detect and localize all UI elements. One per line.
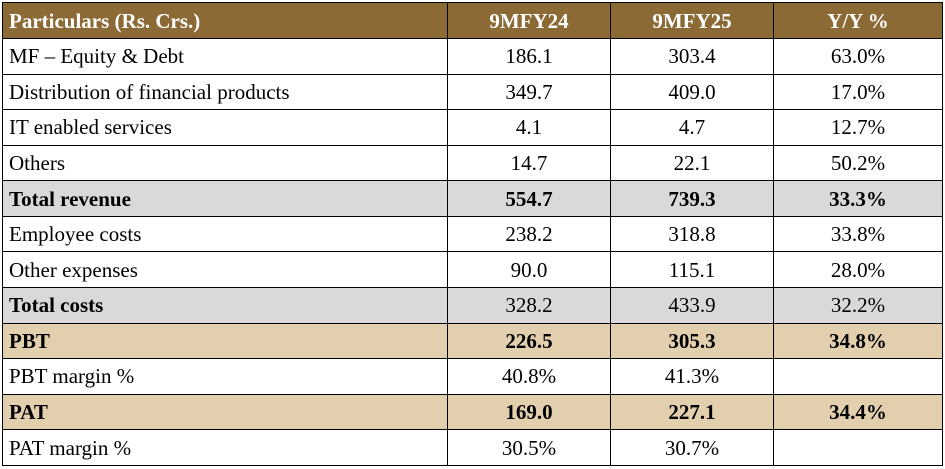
total-costs-row: Total costs 328.2 433.9 32.2% [2, 287, 943, 324]
row-label: Others [2, 144, 448, 182]
header-row: Particulars (Rs. Crs.) 9MFY24 9MFY25 Y/Y… [2, 2, 943, 39]
value-yoy: 28.0% [773, 251, 943, 289]
value-9mfy25: 227.1 [610, 393, 774, 431]
table-row: IT enabled services 4.1 4.7 12.7% [2, 109, 943, 146]
value-yoy: 17.0% [773, 73, 943, 111]
value-9mfy25: 41.3% [610, 358, 774, 395]
value-9mfy25: 22.1 [610, 144, 774, 182]
value-9mfy25: 30.7% [610, 429, 774, 466]
value-yoy: 33.3% [773, 180, 943, 217]
value-yoy: 34.8% [773, 322, 943, 360]
value-9mfy24: 328.2 [447, 287, 611, 324]
value-9mfy25: 115.1 [610, 251, 774, 289]
row-label: Total costs [2, 287, 448, 324]
table-row: Other expenses 90.0 115.1 28.0% [2, 251, 943, 289]
value-yoy: 63.0% [773, 38, 943, 75]
header-particulars: Particulars (Rs. Crs.) [2, 2, 448, 39]
row-label: PAT [2, 393, 448, 431]
row-label: Employee costs [2, 215, 448, 253]
pbt-row: PBT 226.5 305.3 34.8% [2, 322, 943, 360]
value-9mfy24: 169.0 [447, 393, 611, 431]
header-9mfy25: 9MFY25 [610, 2, 774, 39]
value-yoy [773, 429, 943, 466]
value-9mfy24: 226.5 [447, 322, 611, 360]
value-9mfy24: 4.1 [447, 109, 611, 146]
row-label: PBT margin % [2, 358, 448, 395]
row-label: Total revenue [2, 180, 448, 217]
value-9mfy25: 305.3 [610, 322, 774, 360]
row-label: Distribution of financial products [2, 73, 448, 111]
row-label: IT enabled services [2, 109, 448, 146]
table-row: Employee costs 238.2 318.8 33.8% [2, 215, 943, 253]
value-9mfy24: 554.7 [447, 180, 611, 217]
value-9mfy24: 186.1 [447, 38, 611, 75]
pat-row: PAT 169.0 227.1 34.4% [2, 393, 943, 431]
value-yoy: 12.7% [773, 109, 943, 146]
table-row: PAT margin % 30.5% 30.7% [2, 429, 943, 466]
value-9mfy24: 238.2 [447, 215, 611, 253]
value-9mfy25: 318.8 [610, 215, 774, 253]
header-9mfy24: 9MFY24 [447, 2, 611, 39]
value-9mfy24: 14.7 [447, 144, 611, 182]
value-9mfy24: 90.0 [447, 251, 611, 289]
total-revenue-row: Total revenue 554.7 739.3 33.3% [2, 180, 943, 217]
table-row: PBT margin % 40.8% 41.3% [2, 358, 943, 395]
value-9mfy24: 40.8% [447, 358, 611, 395]
value-yoy: 50.2% [773, 144, 943, 182]
value-9mfy25: 739.3 [610, 180, 774, 217]
value-9mfy25: 303.4 [610, 38, 774, 75]
value-9mfy25: 4.7 [610, 109, 774, 146]
value-yoy: 32.2% [773, 287, 943, 324]
row-label: Other expenses [2, 251, 448, 289]
value-yoy: 33.8% [773, 215, 943, 253]
value-9mfy24: 30.5% [447, 429, 611, 466]
value-9mfy24: 349.7 [447, 73, 611, 111]
table-row: MF – Equity & Debt 186.1 303.4 63.0% [2, 38, 943, 75]
value-yoy: 34.4% [773, 393, 943, 431]
row-label: PAT margin % [2, 429, 448, 466]
table-row: Distribution of financial products 349.7… [2, 73, 943, 111]
value-9mfy25: 433.9 [610, 287, 774, 324]
row-label: PBT [2, 322, 448, 360]
header-yoy-pct: Y/Y % [773, 2, 943, 39]
value-9mfy25: 409.0 [610, 73, 774, 111]
row-label: MF – Equity & Debt [2, 38, 448, 75]
table-row: Others 14.7 22.1 50.2% [2, 144, 943, 182]
value-yoy [773, 358, 943, 395]
